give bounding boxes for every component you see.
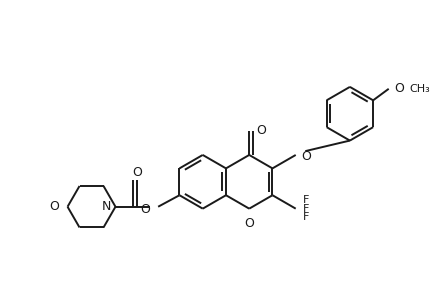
Text: N: N [102,200,111,213]
Text: O: O [244,217,254,230]
Text: CH₃: CH₃ [410,84,431,94]
Text: F: F [302,195,309,205]
Text: O: O [302,150,311,163]
Text: F: F [302,212,309,222]
Text: O: O [394,82,404,95]
Text: O: O [49,200,59,213]
Text: O: O [140,203,150,216]
Text: O: O [132,166,142,179]
Text: O: O [256,124,266,137]
Text: F: F [302,204,309,214]
